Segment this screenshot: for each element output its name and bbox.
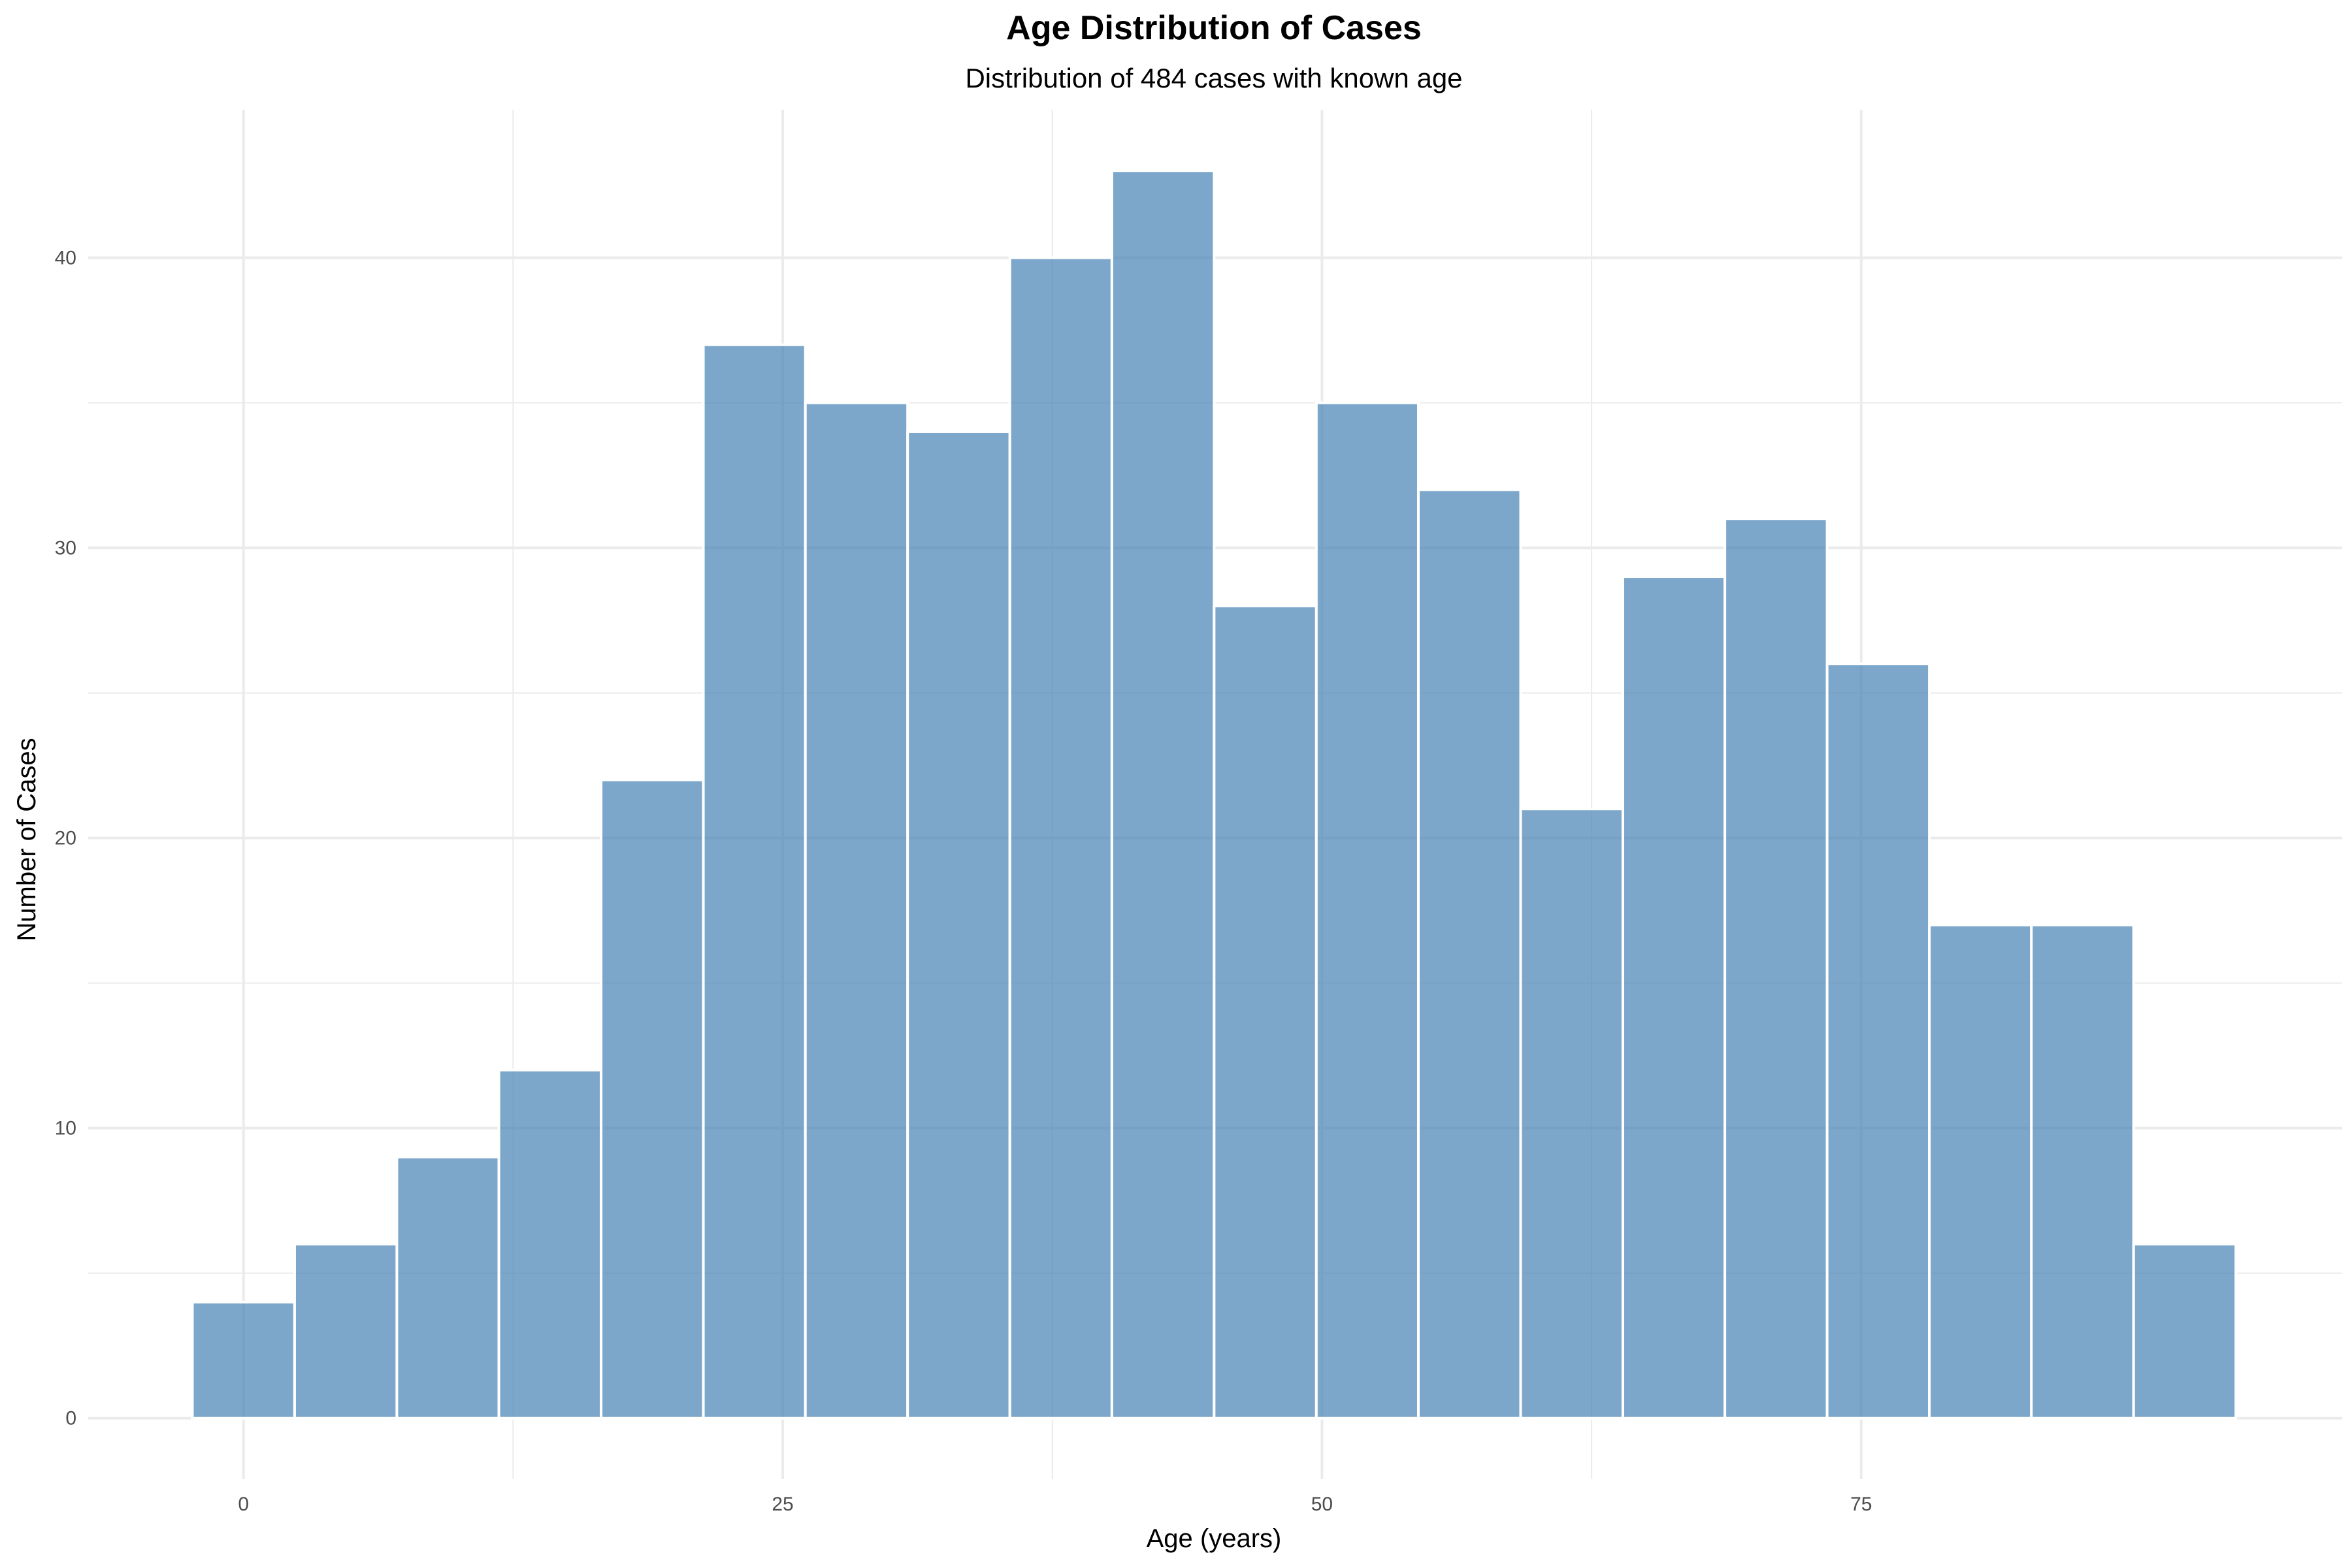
histogram-bar (497, 1068, 603, 1420)
x-tick-label: 0 (238, 1494, 249, 1515)
histogram-bar (702, 343, 807, 1420)
y-tick-label: 40 (55, 247, 76, 269)
histogram-bar (804, 401, 909, 1420)
histogram-bar (1110, 169, 1216, 1420)
y-tick-label: 10 (55, 1118, 76, 1139)
histogram-bar (1825, 662, 1931, 1420)
histogram-bar (1519, 808, 1624, 1420)
x-tick-label: 25 (772, 1494, 793, 1515)
x-tick-label: 75 (1850, 1494, 1872, 1515)
histogram-bar (2132, 1243, 2238, 1420)
histogram-bar (600, 778, 705, 1420)
y-axis-title: Number of Cases (12, 738, 41, 941)
histogram-bar (1928, 923, 2033, 1420)
axis-tick-labels: 0 10 20 30 40 0 25 50 75 (55, 247, 1872, 1515)
histogram-bar (293, 1243, 399, 1420)
histogram-bar (906, 430, 1011, 1420)
histogram-bar (191, 1301, 296, 1420)
chart-title: Age Distribution of Cases (1006, 9, 1422, 47)
histogram-bar (1416, 488, 1522, 1420)
histogram-bar (395, 1156, 500, 1420)
histogram-bar (1621, 575, 1727, 1420)
y-tick-label: 30 (55, 538, 76, 559)
histogram-bar (1008, 256, 1113, 1420)
histogram-bar (1213, 604, 1318, 1420)
histogram-bars (191, 169, 2238, 1420)
chart-subtitle: Distribution of 484 cases with known age (965, 63, 1462, 93)
y-tick-label: 20 (55, 828, 76, 849)
histogram-bar (2030, 923, 2135, 1420)
x-tick-label: 50 (1311, 1494, 1333, 1515)
histogram-bar (1723, 517, 1829, 1420)
y-tick-label: 0 (65, 1408, 76, 1429)
x-axis-title: Age (years) (1147, 1524, 1282, 1553)
histogram-bar (1315, 401, 1420, 1420)
